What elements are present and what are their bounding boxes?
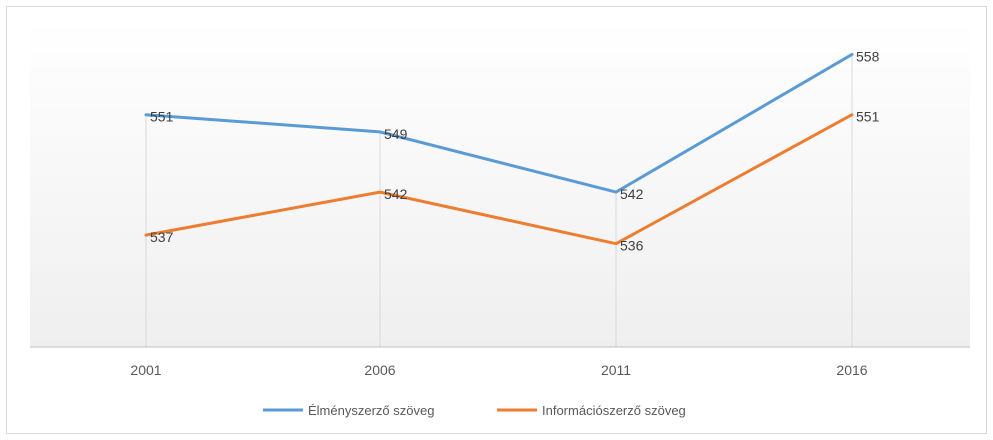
x-tick-label: 2011 [601,362,631,378]
legend-label: Információszerző szöveg [542,403,686,418]
data-label: 558 [856,48,880,64]
plot-area [30,20,970,347]
x-tick-label: 2006 [364,362,395,378]
data-label: 537 [150,229,174,245]
x-tick-label: 2016 [836,362,867,378]
data-label: 542 [384,186,408,202]
data-label: 551 [856,109,880,125]
legend-label: Élményszerző szöveg [308,403,434,418]
data-label: 551 [150,109,174,125]
series-line [144,52,854,194]
data-label: 542 [620,186,644,202]
data-label: 536 [620,238,644,254]
x-tick-label: 2001 [130,362,161,378]
series-line [144,113,854,246]
data-label: 549 [384,126,408,142]
